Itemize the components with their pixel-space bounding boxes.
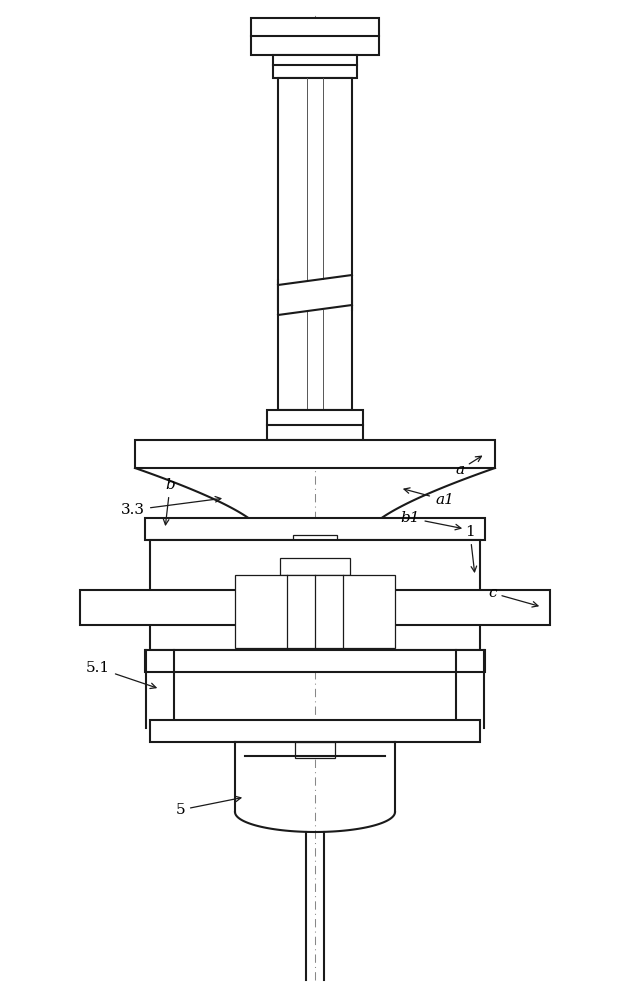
Bar bbox=[295, 742, 335, 758]
Bar bbox=[267, 410, 363, 440]
Bar bbox=[278, 78, 352, 410]
Text: c: c bbox=[488, 586, 538, 607]
Bar bbox=[145, 518, 485, 540]
Bar bbox=[251, 18, 379, 55]
Bar bbox=[150, 720, 480, 742]
Text: 1: 1 bbox=[465, 525, 476, 572]
Text: a1: a1 bbox=[404, 488, 454, 507]
Bar bbox=[135, 440, 495, 468]
Bar bbox=[273, 55, 357, 78]
Text: 5.1: 5.1 bbox=[86, 661, 156, 689]
Bar bbox=[280, 558, 350, 575]
Bar bbox=[293, 535, 337, 558]
Text: a: a bbox=[455, 456, 481, 477]
Text: 3.3: 3.3 bbox=[121, 497, 221, 517]
Text: b: b bbox=[163, 478, 175, 525]
Bar bbox=[235, 575, 395, 648]
Text: 5: 5 bbox=[175, 796, 241, 817]
Bar bbox=[150, 540, 480, 650]
Text: b1: b1 bbox=[400, 511, 461, 530]
Bar bbox=[145, 650, 485, 672]
Bar bbox=[277, 280, 353, 310]
Bar bbox=[80, 590, 550, 625]
